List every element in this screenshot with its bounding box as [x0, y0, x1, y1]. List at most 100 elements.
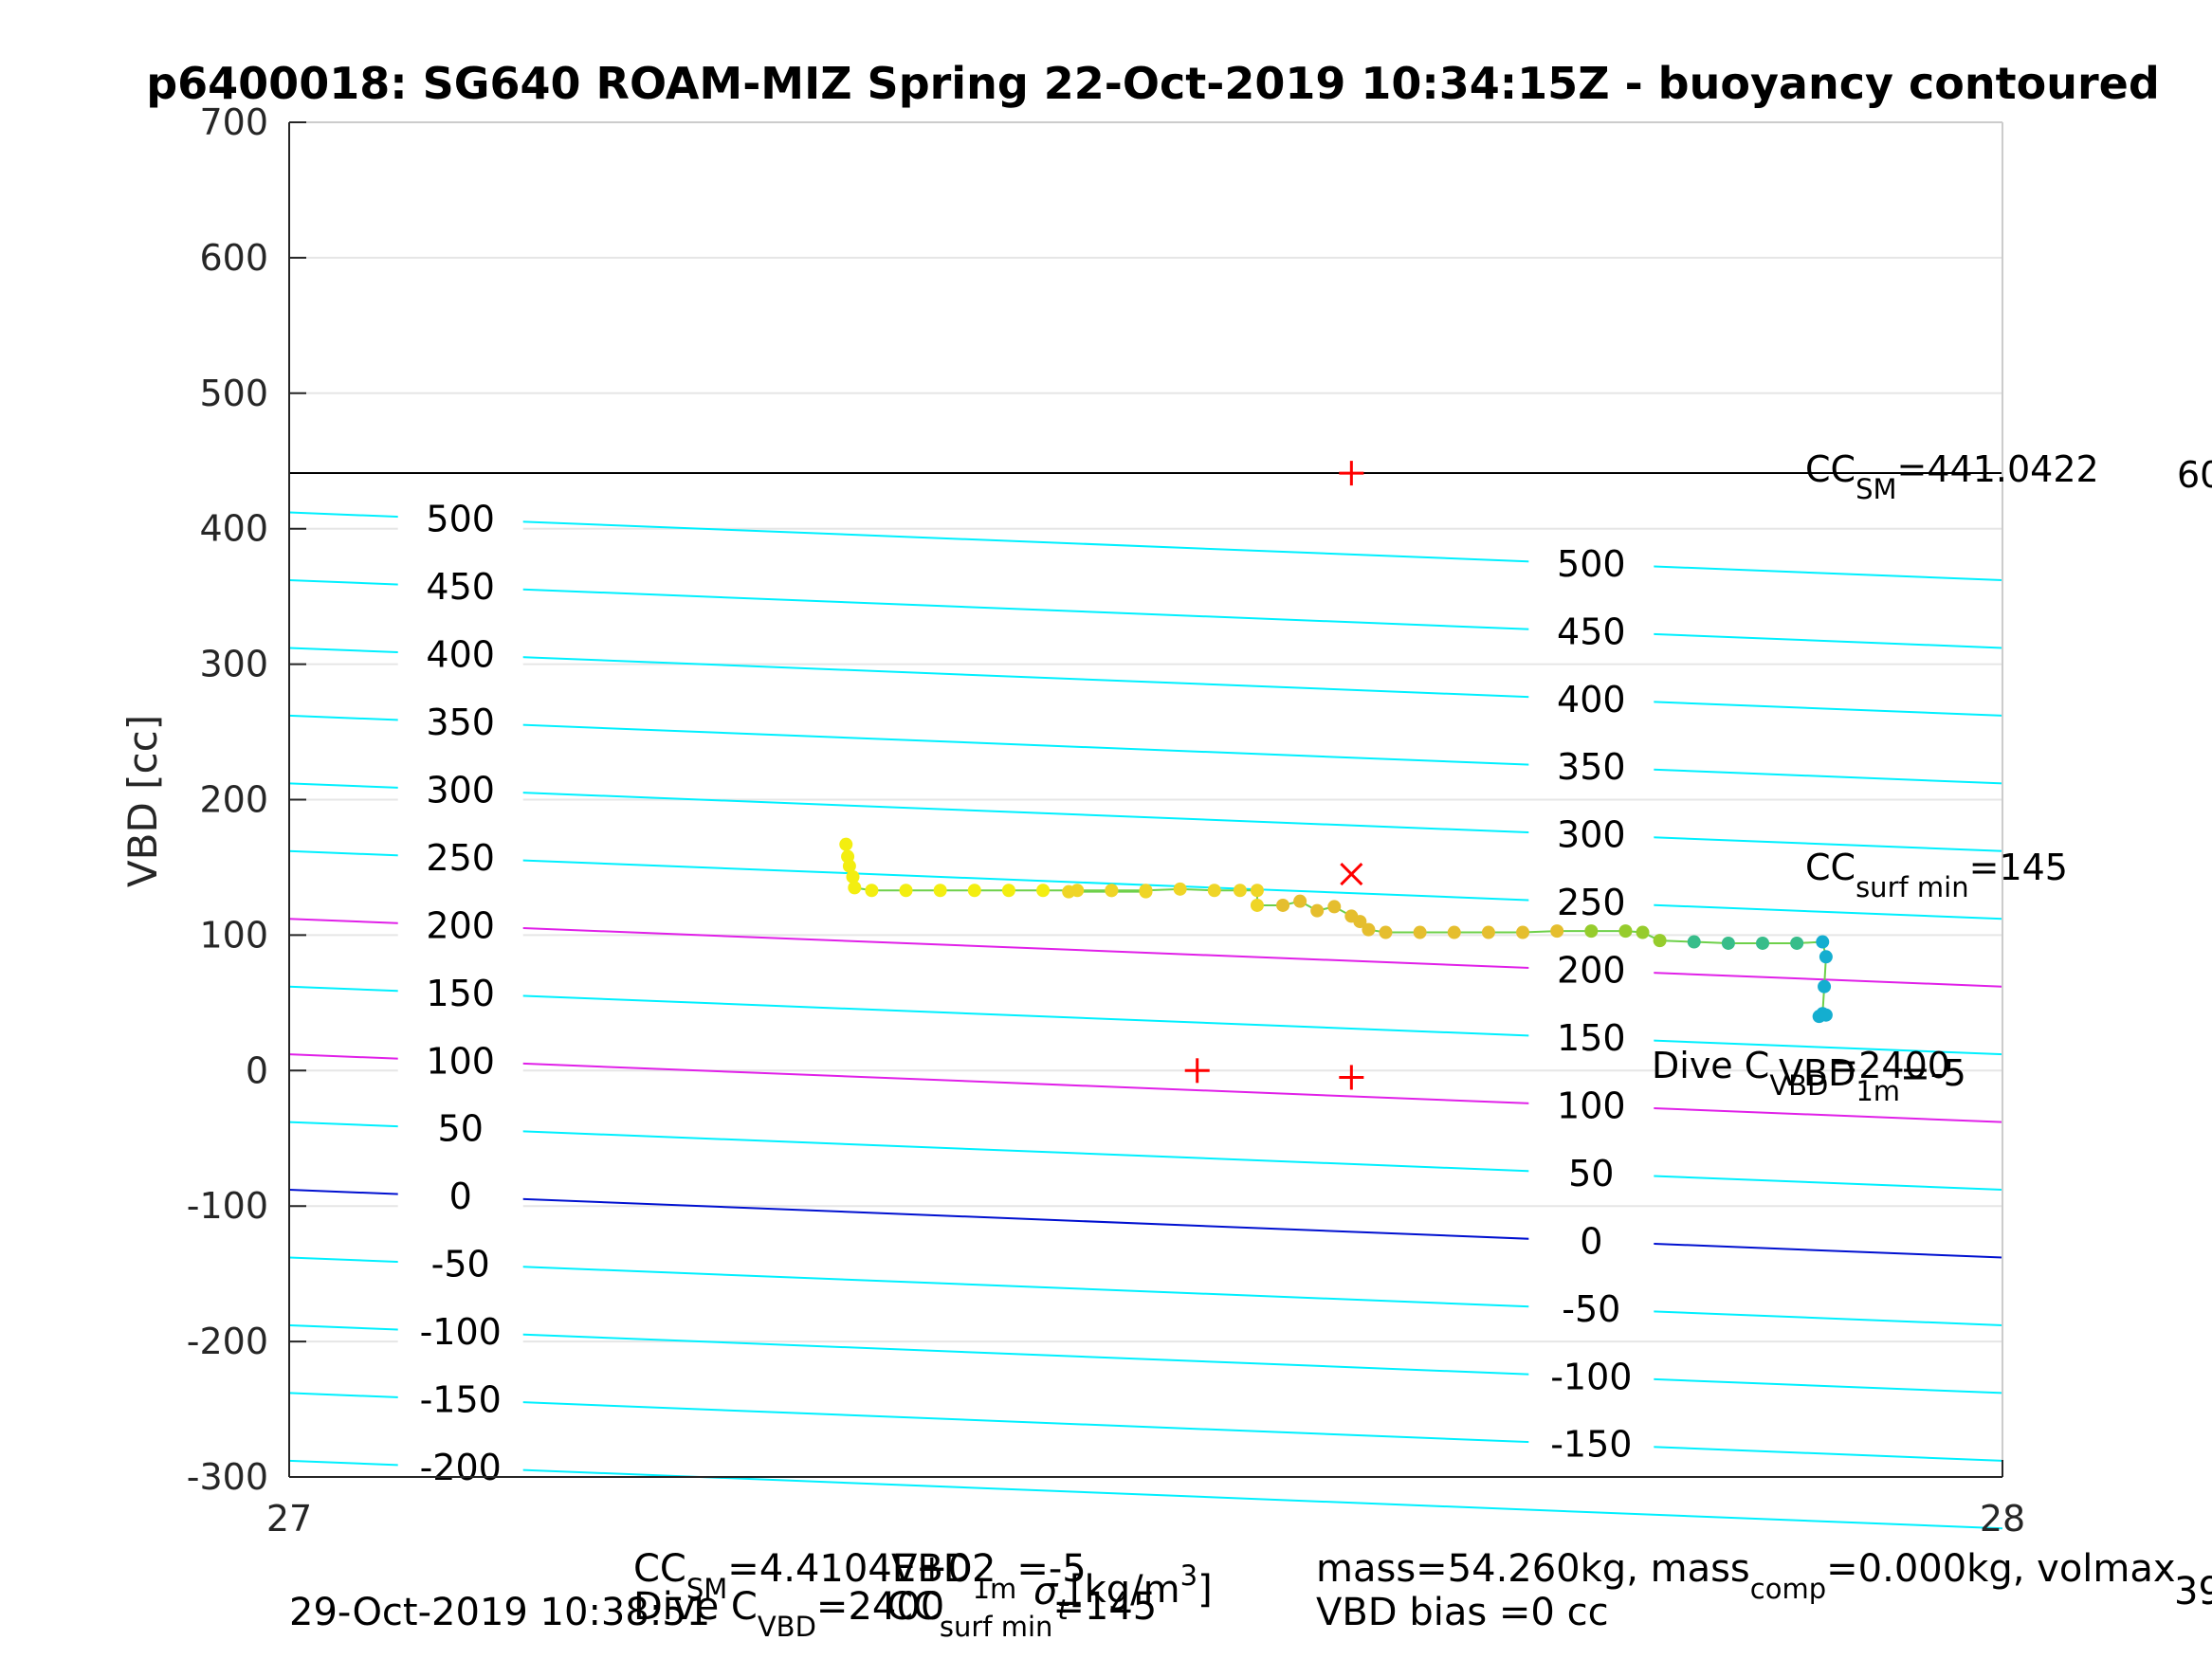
- x-tick-label: 28: [1980, 1498, 2025, 1540]
- data-point: [1250, 898, 1264, 912]
- cc-sm-main: CC: [1805, 448, 1856, 490]
- contour-label-bg: [397, 972, 523, 1014]
- contour-label-right: 350: [1557, 746, 1626, 788]
- contour-label-left: 150: [426, 973, 495, 1014]
- data-point: [1413, 925, 1427, 939]
- chart-title: p6400018: SG640 ROAM-MIZ Spring 22-Oct-2…: [146, 58, 2160, 109]
- contour-label-left: -100: [420, 1311, 502, 1353]
- contour-label-bg: [1528, 678, 1654, 720]
- contour-label-bg: [397, 566, 523, 609]
- data-point: [1276, 898, 1290, 912]
- contour-label-right: 0: [1580, 1220, 1602, 1262]
- footer-vbd-bias: VBD bias =0 cc: [1316, 1591, 1609, 1634]
- footer-timestamp: 29-Oct-2019 10:38:51: [289, 1591, 710, 1634]
- y-tick-label: 0: [246, 1049, 268, 1091]
- contour-label-bg: [1528, 1017, 1654, 1060]
- contour-label-left: 0: [449, 1176, 472, 1217]
- data-point: [842, 859, 856, 873]
- contour-label-bg: [1528, 611, 1654, 653]
- data-point: [1721, 936, 1735, 950]
- footer-cc-surf-sub: surf min: [940, 1611, 1053, 1643]
- contour-line: [288, 1256, 2003, 1326]
- y-tick-label: 200: [199, 779, 268, 821]
- contour-label-right: -100: [1550, 1356, 1632, 1397]
- data-point: [1062, 884, 1076, 899]
- contour-label-bg: [1528, 1423, 1654, 1466]
- data-point: [1818, 979, 1832, 994]
- contour-label-right: 300: [1557, 814, 1626, 856]
- x-marker: [1340, 863, 1363, 886]
- footer-cc-sm: CCSM=4.4104E+02: [633, 1547, 996, 1605]
- footer-mass-rest: =0.000kg, volmax: [1826, 1547, 2175, 1591]
- contour-label-bg: [397, 1446, 523, 1488]
- footer-density: [kg/m: [1069, 1568, 1180, 1612]
- contour-label-bg: [397, 836, 523, 879]
- contour-label-right: 250: [1557, 882, 1626, 923]
- y-axis-label: VBD [cc]: [119, 715, 166, 887]
- footer-dive-sub: VBD: [758, 1611, 816, 1643]
- footer-clipped: 39: [2174, 1570, 2212, 1613]
- contour-line: [288, 1121, 2003, 1192]
- contour-label-right: 100: [1557, 1085, 1626, 1126]
- contour-label-bg: [1528, 1287, 1654, 1330]
- data-point: [865, 884, 879, 898]
- contour-label-bg: [1528, 542, 1654, 585]
- contour-label-left: 450: [426, 566, 495, 608]
- contour-line: [288, 579, 2003, 649]
- contour-line: [288, 1053, 2003, 1123]
- vbd-1m-main: VBD: [1779, 1052, 1856, 1094]
- data-point: [1516, 925, 1530, 939]
- contour-label-right: 500: [1557, 543, 1626, 585]
- footer-cc-surf-main: CC: [887, 1585, 940, 1629]
- contour-label-bg: [1528, 1085, 1654, 1127]
- data-point: [1001, 884, 1015, 898]
- contour-label-left: 100: [426, 1040, 495, 1082]
- vbd-1m-value: =-5: [1900, 1052, 1966, 1094]
- data-point: [1310, 903, 1325, 918]
- contour-label-left: 350: [426, 702, 495, 743]
- contour-label-bg: [1528, 949, 1654, 992]
- contour-label-right: -150: [1550, 1424, 1632, 1466]
- data-point: [1207, 884, 1221, 898]
- cc-surf-sub: surf min: [1856, 871, 1969, 903]
- footer-sm: SM: [686, 1573, 727, 1605]
- data-point: [1481, 925, 1495, 939]
- data-point: [1584, 924, 1599, 939]
- buoyancy-contours: 5005004504504004003503503003002502502002…: [288, 498, 2003, 1530]
- cc-sm-clipped-label: 60: [2177, 454, 2212, 496]
- footer-mass-sub: comp: [1750, 1573, 1826, 1605]
- footer-sigma-sub: t: [1057, 1594, 1069, 1626]
- cc-sm-sub: SM: [1856, 473, 1896, 505]
- contour-label-right: 400: [1557, 679, 1626, 720]
- contour-label-bg: [1528, 1356, 1654, 1398]
- contour-label-bg: [397, 1176, 523, 1218]
- data-point: [1233, 884, 1247, 898]
- y-tick-label: -200: [187, 1321, 268, 1362]
- x-tick-label: 27: [266, 1498, 312, 1540]
- data-point: [1139, 884, 1153, 898]
- data-point: [839, 837, 853, 851]
- dive-c-value: =2400: [1828, 1045, 1950, 1086]
- footer-cc: CC: [633, 1547, 686, 1591]
- footer-density-sup: 3: [1180, 1559, 1197, 1592]
- vbd-1m-annotation: VBD1m=-5: [1779, 1052, 1966, 1107]
- contour-label-right: 150: [1557, 1017, 1626, 1059]
- data-point: [848, 881, 862, 895]
- contour-line: [288, 714, 2003, 785]
- dive-data-points: [839, 837, 1833, 1024]
- data-point: [933, 884, 947, 898]
- contour-label-bg: [397, 1243, 523, 1285]
- data-point: [1653, 934, 1667, 948]
- data-point: [846, 869, 860, 884]
- contour-line: [288, 1392, 2003, 1462]
- footer-cc-surf-value: =145: [1052, 1585, 1157, 1629]
- contour-label-right: -50: [1562, 1288, 1620, 1330]
- contour-label-left: 250: [426, 837, 495, 879]
- dive-c-main: Dive C: [1652, 1045, 1769, 1086]
- vbd-1m-sub: 1m: [1856, 1075, 1900, 1107]
- footer-density-end: ]: [1197, 1568, 1213, 1612]
- data-point: [1687, 935, 1701, 949]
- contour-label-bg: [397, 769, 523, 811]
